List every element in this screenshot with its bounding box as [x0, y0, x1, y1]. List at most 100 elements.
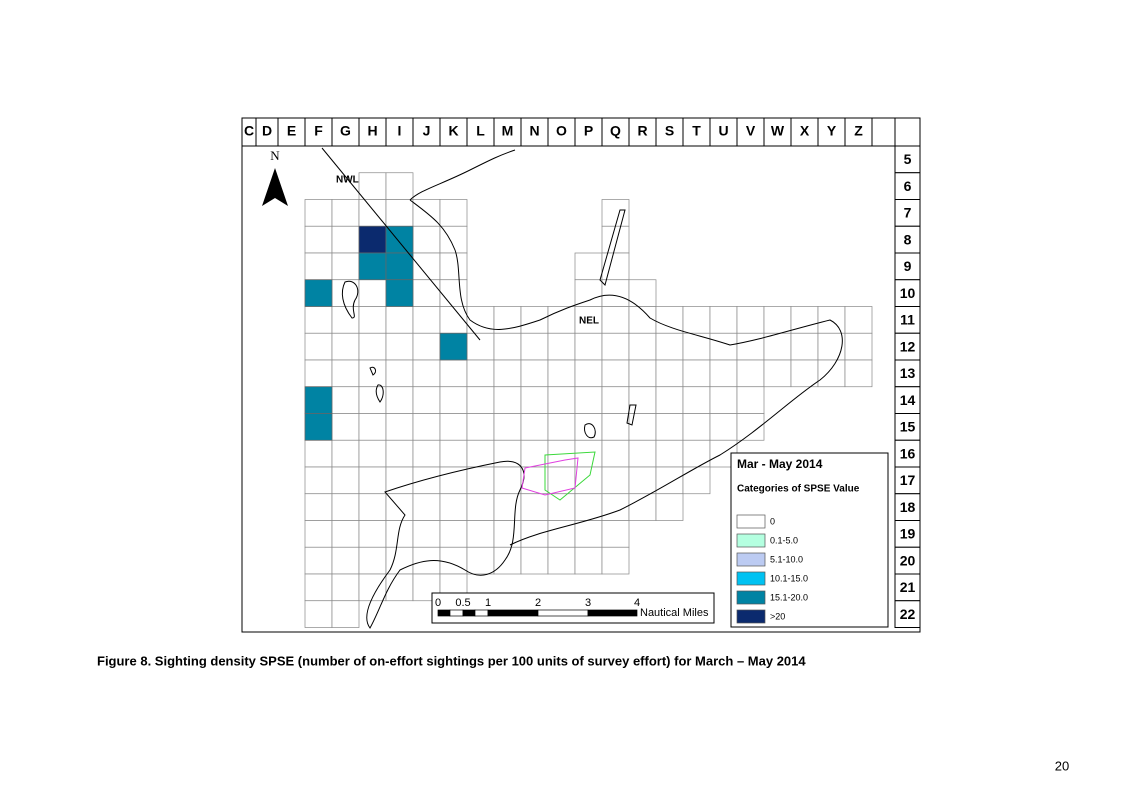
column-label: H	[367, 123, 377, 139]
works-area-boundary	[521, 457, 579, 496]
grid-cell	[304, 225, 333, 254]
legend-label: 10.1-15.0	[770, 573, 808, 583]
grid-cell	[493, 520, 522, 548]
grid-cell	[439, 199, 468, 227]
grid-cell	[601, 199, 630, 227]
grid-cell	[628, 466, 657, 495]
column-label: E	[287, 123, 296, 139]
grid-cell	[331, 225, 360, 254]
legend: 0 0.1-5.0 5.1-10.0 10.1-15.0 15.1-20.0 >20	[736, 514, 808, 624]
grid-cell	[601, 520, 630, 548]
grid-cell	[628, 306, 657, 334]
grid-cell	[358, 279, 387, 307]
legend-swatch	[736, 514, 766, 529]
row-label: 11	[900, 312, 915, 328]
grid-cell	[817, 359, 846, 388]
shaded-cell	[304, 386, 333, 414]
islet	[375, 384, 384, 403]
grid-cell	[682, 413, 711, 441]
grid-cell	[574, 252, 603, 281]
grid-cell	[331, 546, 360, 575]
grid-cell	[547, 493, 576, 521]
grid-cell	[547, 546, 576, 575]
grid-cell	[385, 520, 414, 548]
grid-cell	[574, 279, 603, 307]
legend-swatch	[736, 571, 766, 586]
column-label: J	[423, 123, 431, 139]
grid-cell	[601, 332, 630, 361]
column-label: S	[665, 123, 674, 139]
grid-cell	[844, 306, 873, 334]
grid-cell	[574, 493, 603, 521]
grid-cell	[439, 439, 468, 468]
grid-cell	[385, 199, 414, 227]
column-label: G	[340, 123, 351, 139]
grid-cell	[601, 359, 630, 388]
legend-swatch	[736, 552, 766, 567]
grid-cell	[466, 520, 495, 548]
grid-cell	[628, 386, 657, 414]
row-label: 19	[900, 526, 916, 542]
grid-cell	[655, 439, 684, 468]
grid-cell	[385, 306, 414, 334]
grid-cell	[574, 386, 603, 414]
row-header-cell	[894, 306, 921, 334]
grid-cell	[358, 199, 387, 227]
grid-cell	[520, 546, 549, 575]
column-header-cell	[439, 117, 468, 147]
column-label: R	[637, 123, 647, 139]
legend-swatch	[736, 590, 766, 605]
row-header-cell	[894, 386, 921, 414]
row-header-cell	[894, 225, 921, 254]
column-header-cell	[894, 117, 921, 147]
grid-cell	[655, 386, 684, 414]
grid-cell	[790, 332, 819, 361]
grid-cell	[520, 386, 549, 414]
grid-cell	[439, 520, 468, 548]
row-label: 10	[900, 285, 916, 301]
grid-cell	[709, 306, 738, 334]
column-label: F	[314, 123, 323, 139]
row-label: 20	[900, 552, 916, 568]
grid-cell	[304, 466, 333, 495]
grid-cell	[385, 332, 414, 361]
grid-cell	[466, 359, 495, 388]
row-header-cell	[894, 145, 921, 174]
grid-cell	[304, 306, 333, 334]
grid-cell	[358, 493, 387, 521]
scale-segment	[449, 609, 464, 617]
grid-cell	[331, 386, 360, 414]
legend-label: 5.1-10.0	[770, 554, 803, 564]
grid-cell	[790, 359, 819, 388]
grid-cell	[385, 413, 414, 441]
grid-cell	[331, 439, 360, 468]
grid-cell	[709, 359, 738, 388]
column-label: U	[718, 123, 728, 139]
row-header-cell	[894, 439, 921, 468]
column-header-cell	[763, 117, 792, 147]
grid-cell	[520, 413, 549, 441]
grid-cell	[601, 413, 630, 441]
grid-cell	[520, 332, 549, 361]
legend-label: 15.1-20.0	[770, 592, 808, 602]
area-label: NWL	[336, 175, 359, 186]
column-label: Q	[610, 123, 621, 139]
row-label: 9	[904, 258, 912, 274]
column-label: T	[692, 123, 701, 139]
grid-cell	[304, 199, 333, 227]
legend-swatch	[736, 609, 766, 624]
grid-cell	[385, 359, 414, 388]
shaded-cell	[304, 413, 333, 441]
scale-segment	[462, 609, 476, 617]
grid-cell	[601, 546, 630, 575]
grid-cell	[493, 546, 522, 575]
grid-cell	[385, 466, 414, 495]
grid-cell	[466, 439, 495, 468]
legend-subtitle: Categories of SPSE Value	[737, 484, 860, 495]
shaded-cell	[304, 279, 333, 307]
grid-cell	[304, 573, 333, 602]
grid-cell	[736, 306, 765, 334]
column-label: Z	[854, 123, 863, 139]
grid-cell	[412, 439, 441, 468]
island-large	[366, 460, 525, 629]
